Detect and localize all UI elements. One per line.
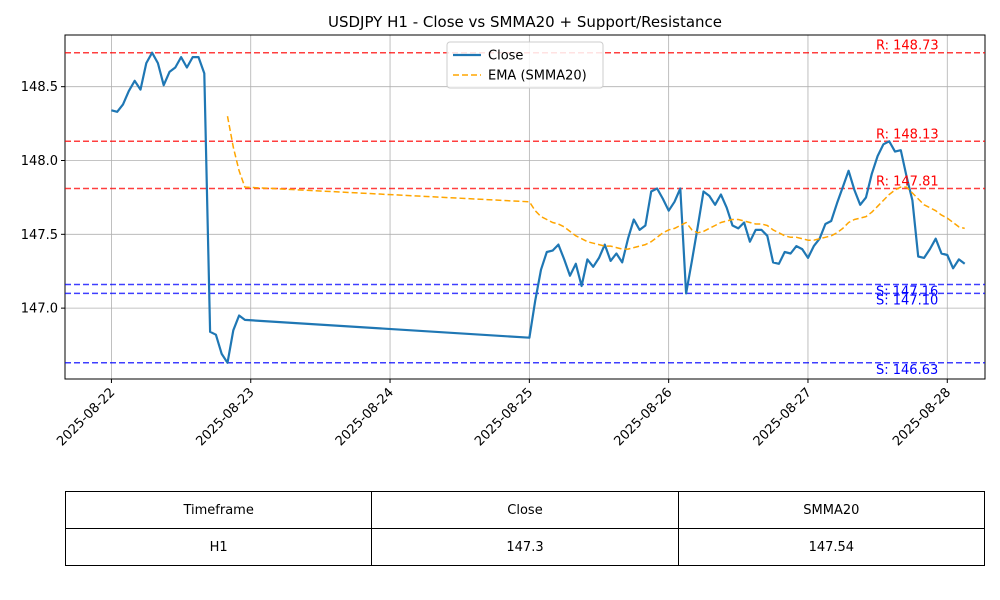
table-header-cell: Close (371, 491, 679, 529)
legend-label: EMA (SMMA20) (488, 69, 587, 84)
table-cell: 147.3 (371, 528, 679, 566)
y-tick-label: 147.0 (21, 302, 58, 317)
info-table: Timeframe Close SMMA20 H1 147.3 147.54 (64, 491, 986, 566)
table-header-row: Timeframe Close SMMA20 (64, 491, 986, 529)
resistance-label: R: 147.81 (876, 175, 939, 190)
y-tick-label: 148.5 (21, 80, 58, 95)
close-series-line (111, 51, 966, 364)
table-cell: H1 (64, 528, 373, 566)
table-header-cell: SMMA20 (677, 491, 986, 529)
legend-box (446, 41, 604, 89)
smma-series-line (226, 116, 965, 250)
table-row: H1 147.3 147.54 (64, 528, 986, 566)
chart: USDJPY H1 - Close vs SMMA20 + Support/Re… (21, 13, 986, 449)
x-tick-label: 2025-08-22 (54, 385, 118, 449)
x-tick-label: 2025-08-24 (333, 385, 397, 449)
x-tick-label: 2025-08-25 (472, 385, 536, 449)
x-tick-label: 2025-08-28 (890, 385, 954, 449)
x-tick-label: 2025-08-26 (611, 385, 675, 449)
plot-area (65, 35, 985, 379)
table-cell: 147.54 (677, 528, 986, 566)
support-label: S: 147.10 (876, 293, 938, 308)
support-label: S: 147.16 (876, 285, 938, 300)
resistance-label: R: 148.73 (876, 39, 939, 54)
x-tick-label: 2025-08-27 (751, 385, 815, 449)
axes-frame (64, 34, 986, 380)
x-tick-label: 2025-08-23 (194, 385, 258, 449)
y-tick-label: 147.5 (21, 228, 58, 243)
table-header-cell: Timeframe (64, 491, 373, 529)
resistance-label: R: 148.13 (876, 127, 939, 142)
support-label: S: 146.63 (876, 363, 938, 378)
chart-title: USDJPY H1 - Close vs SMMA20 + Support/Re… (328, 13, 722, 31)
legend-label: Close (488, 49, 523, 64)
y-tick-label: 148.0 (21, 154, 58, 169)
